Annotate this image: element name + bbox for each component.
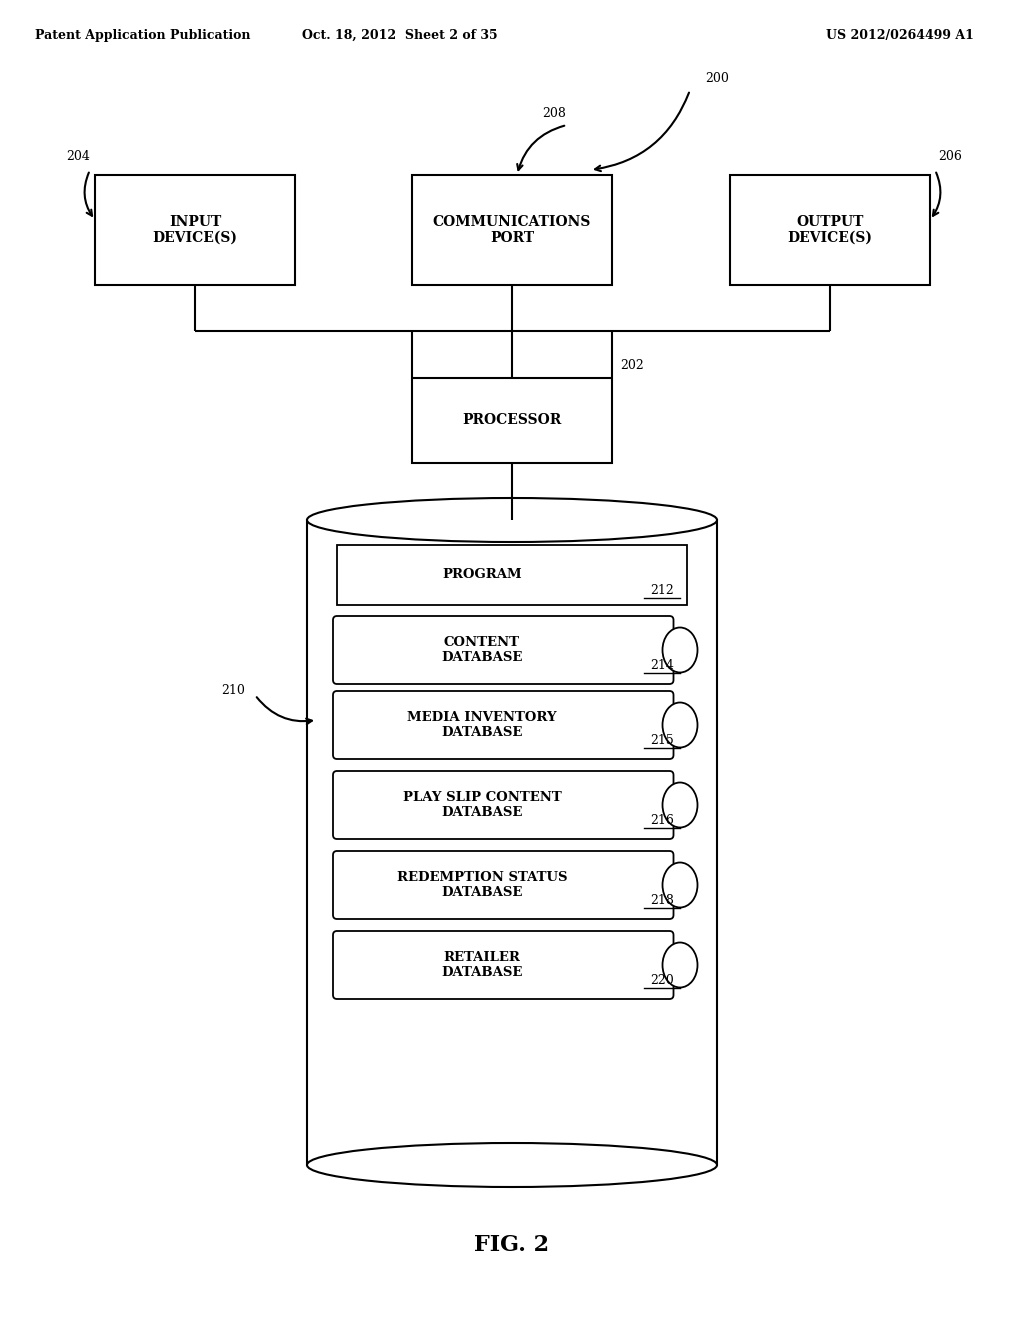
Text: Oct. 18, 2012  Sheet 2 of 35: Oct. 18, 2012 Sheet 2 of 35 bbox=[302, 29, 498, 41]
Text: 204: 204 bbox=[67, 150, 90, 162]
Text: 202: 202 bbox=[620, 359, 644, 372]
Text: 212: 212 bbox=[650, 583, 674, 597]
FancyBboxPatch shape bbox=[333, 616, 674, 684]
Text: 206: 206 bbox=[938, 150, 962, 162]
Text: 200: 200 bbox=[705, 73, 729, 84]
Text: Patent Application Publication: Patent Application Publication bbox=[35, 29, 251, 41]
FancyBboxPatch shape bbox=[412, 378, 612, 462]
Text: COMMUNICATIONS
PORT: COMMUNICATIONS PORT bbox=[433, 215, 591, 246]
Bar bbox=[307, 520, 717, 1166]
FancyBboxPatch shape bbox=[412, 176, 612, 285]
FancyBboxPatch shape bbox=[333, 931, 674, 999]
Text: PROGRAM: PROGRAM bbox=[442, 569, 522, 582]
FancyBboxPatch shape bbox=[333, 690, 674, 759]
Text: MEDIA INVENTORY
DATABASE: MEDIA INVENTORY DATABASE bbox=[408, 711, 557, 739]
Ellipse shape bbox=[307, 498, 717, 543]
Text: 215: 215 bbox=[650, 734, 674, 747]
Text: 210: 210 bbox=[221, 684, 245, 697]
Text: 208: 208 bbox=[542, 107, 566, 120]
FancyBboxPatch shape bbox=[337, 545, 687, 605]
Text: OUTPUT
DEVICE(S): OUTPUT DEVICE(S) bbox=[787, 215, 872, 246]
FancyBboxPatch shape bbox=[730, 176, 930, 285]
FancyBboxPatch shape bbox=[95, 176, 295, 285]
Ellipse shape bbox=[307, 1143, 717, 1187]
Text: 214: 214 bbox=[650, 659, 674, 672]
FancyBboxPatch shape bbox=[333, 851, 674, 919]
Text: INPUT
DEVICE(S): INPUT DEVICE(S) bbox=[153, 215, 238, 246]
Text: CONTENT
DATABASE: CONTENT DATABASE bbox=[441, 636, 522, 664]
Ellipse shape bbox=[663, 862, 697, 908]
Text: 216: 216 bbox=[650, 814, 674, 828]
Text: RETAILER
DATABASE: RETAILER DATABASE bbox=[441, 950, 522, 979]
Ellipse shape bbox=[663, 627, 697, 672]
Text: REDEMPTION STATUS
DATABASE: REDEMPTION STATUS DATABASE bbox=[396, 871, 567, 899]
Text: FIG. 2: FIG. 2 bbox=[474, 1234, 550, 1257]
FancyBboxPatch shape bbox=[333, 771, 674, 840]
Text: PROCESSOR: PROCESSOR bbox=[463, 413, 561, 426]
Text: US 2012/0264499 A1: US 2012/0264499 A1 bbox=[826, 29, 974, 41]
Text: 220: 220 bbox=[650, 974, 674, 987]
Ellipse shape bbox=[663, 783, 697, 828]
Text: 218: 218 bbox=[650, 894, 674, 907]
Ellipse shape bbox=[663, 942, 697, 987]
Ellipse shape bbox=[663, 702, 697, 747]
Text: PLAY SLIP CONTENT
DATABASE: PLAY SLIP CONTENT DATABASE bbox=[402, 791, 561, 818]
